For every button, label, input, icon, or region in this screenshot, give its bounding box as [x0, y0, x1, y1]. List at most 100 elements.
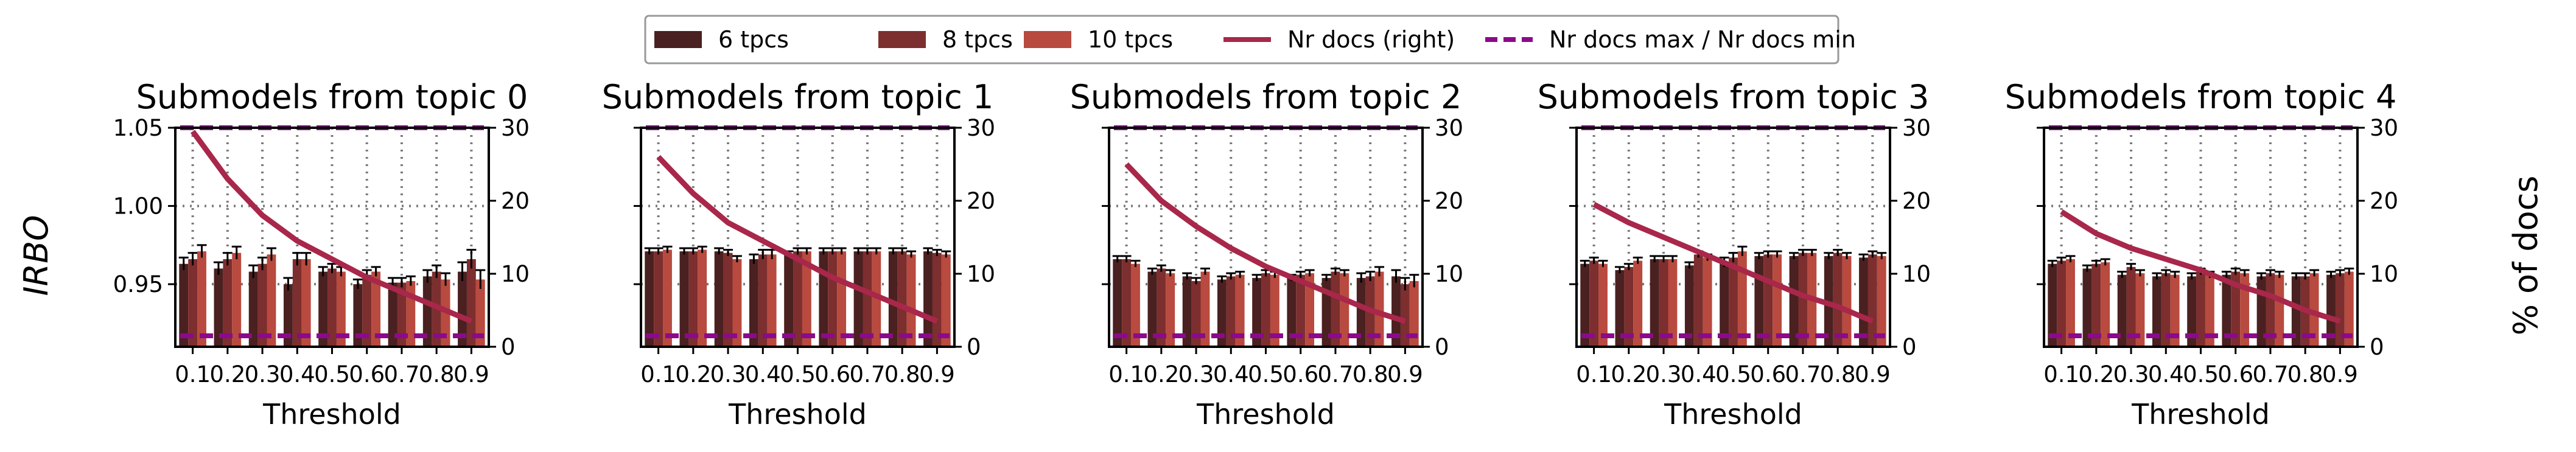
bar-6-tpcs-0.5 [318, 271, 328, 347]
figure-left-ylabel: IRBO [17, 215, 55, 296]
bar-8-tpcs-0.5 [1261, 273, 1270, 347]
bar-8-tpcs-0.6 [1296, 274, 1306, 347]
bar-6-tpcs-0.4 [1684, 265, 1694, 347]
x-tick-label: 0.1 [175, 361, 211, 388]
x-tick-label: 0.9 [919, 361, 955, 388]
panels: 0.10.20.30.40.50.60.70.80.90.951.001.050… [113, 78, 2398, 431]
bar-6-tpcs-0.9 [923, 251, 933, 347]
bar-6-tpcs-0.5 [2187, 276, 2197, 347]
y-tick-label: 1.05 [113, 115, 163, 141]
y2-tick-label: 30 [2370, 115, 2398, 141]
bar-6-tpcs-0.7 [1789, 256, 1799, 347]
bar-8-tpcs-0.9 [466, 259, 476, 347]
bar-8-tpcs-0.6 [2231, 271, 2241, 347]
bar-10-tpcs-0.4 [1235, 274, 1245, 347]
figure-right-ylabel: % of docs [2507, 176, 2545, 336]
bar-6-tpcs-0.6 [819, 251, 828, 347]
legend-label: Nr docs max / Nr docs min [1549, 26, 1856, 53]
bar-8-tpcs-0.1 [1589, 260, 1599, 347]
bar-10-tpcs-0.3 [267, 254, 276, 347]
bar-6-tpcs-0.3 [1650, 259, 1659, 347]
y2-tick-label: 20 [2370, 188, 2398, 214]
bar-8-tpcs-0.5 [1729, 257, 1738, 347]
bar-6-tpcs-0.1 [179, 263, 189, 347]
bar-8-tpcs-0.7 [1331, 271, 1340, 347]
bar-8-tpcs-0.6 [828, 251, 838, 347]
bar-10-tpcs-0.8 [1842, 256, 1852, 347]
bar-10-tpcs-0.9 [475, 279, 485, 347]
x-tick-label: 0.6 [814, 361, 850, 388]
bar-10-tpcs-0.1 [197, 251, 206, 347]
bar-8-tpcs-0.8 [1833, 252, 1843, 347]
x-tick-label: 0.7 [2253, 361, 2289, 388]
bar-10-tpcs-0.2 [698, 249, 707, 347]
legend-label: 6 tpcs [718, 26, 789, 53]
bar-8-tpcs-0.9 [2335, 273, 2345, 347]
bar-8-tpcs-0.2 [223, 259, 233, 347]
bar-10-tpcs-0.4 [1703, 257, 1712, 347]
bar-10-tpcs-0.3 [2135, 273, 2145, 347]
bar-8-tpcs-0.9 [1867, 254, 1877, 347]
subplot-title: Submodels from topic 1 [602, 78, 994, 116]
y2-tick-label: 20 [1902, 188, 1931, 214]
bar-8-tpcs-0.7 [863, 251, 872, 347]
bar-8-tpcs-0.1 [654, 251, 663, 347]
bar-8-tpcs-0.9 [1400, 284, 1410, 347]
bar-6-tpcs-0.7 [853, 251, 863, 347]
y2-tick-label: 30 [967, 115, 995, 141]
subplot-title: Submodels from topic 3 [1538, 78, 1930, 116]
legend-label: Nr docs (right) [1287, 26, 1455, 53]
bar-6-tpcs-0.2 [679, 251, 689, 347]
x-tick-label: 0.7 [384, 361, 420, 388]
x-tick-label: 0.4 [1213, 361, 1249, 388]
bar-6-tpcs-0.6 [353, 284, 363, 347]
x-tick-label: 0.9 [1387, 361, 1423, 388]
bar-6-tpcs-0.4 [283, 284, 293, 347]
x-tick-label: 0.8 [2287, 361, 2323, 388]
x-tick-label: 0.6 [2217, 361, 2253, 388]
bar-8-tpcs-0.3 [1659, 259, 1668, 347]
bar-10-tpcs-0.6 [837, 251, 847, 347]
nr-docs-line [656, 155, 939, 324]
bar-8-tpcs-0.1 [2057, 260, 2067, 347]
x-tick-label: 0.6 [349, 361, 385, 388]
bar-8-tpcs-0.1 [188, 259, 198, 347]
bar-10-tpcs-0.2 [2101, 262, 2110, 347]
bar-6-tpcs-0.3 [2117, 274, 2127, 347]
bar-6-tpcs-0.2 [214, 268, 223, 347]
nr-docs-line [1592, 202, 1874, 324]
bar-10-tpcs-0.8 [1374, 271, 1384, 347]
legend-swatch [654, 31, 702, 48]
x-tick-label: 0.2 [2078, 361, 2114, 388]
legend-swatch [878, 31, 926, 48]
x-axis-label: Threshold [2131, 398, 2270, 431]
x-tick-label: 0.1 [1576, 361, 1612, 388]
nr-docs-line [2060, 209, 2341, 324]
x-tick-label: 0.8 [1820, 361, 1856, 388]
bar-6-tpcs-0.5 [784, 254, 794, 347]
bar-10-tpcs-0.4 [301, 259, 311, 347]
bar-10-tpcs-0.9 [2344, 271, 2354, 347]
bar-8-tpcs-0.9 [932, 252, 942, 347]
x-tick-label: 0.9 [1855, 361, 1891, 388]
x-tick-label: 0.5 [780, 361, 816, 388]
nr-docs-line [1124, 162, 1406, 324]
bar-8-tpcs-0.4 [292, 259, 302, 347]
y2-tick-label: 10 [2370, 261, 2398, 287]
bar-6-tpcs-0.2 [2082, 268, 2092, 347]
x-tick-label: 0.7 [1785, 361, 1821, 388]
bar-10-tpcs-0.5 [2205, 274, 2214, 347]
bar-10-tpcs-0.3 [1668, 259, 1678, 347]
x-axis-label: Threshold [728, 398, 867, 431]
y2-tick-label: 10 [967, 261, 995, 287]
bar-10-tpcs-0.9 [1877, 256, 1886, 347]
bar-8-tpcs-0.6 [362, 274, 372, 347]
bar-6-tpcs-0.9 [458, 271, 467, 347]
bar-6-tpcs-0.4 [749, 259, 758, 347]
bar-8-tpcs-0.4 [758, 254, 768, 347]
legend-label: 8 tpcs [942, 26, 1013, 53]
bar-10-tpcs-0.4 [767, 254, 777, 347]
bar-8-tpcs-0.8 [897, 251, 907, 347]
bar-6-tpcs-0.4 [1217, 279, 1227, 347]
bar-10-tpcs-0.3 [1200, 271, 1210, 347]
